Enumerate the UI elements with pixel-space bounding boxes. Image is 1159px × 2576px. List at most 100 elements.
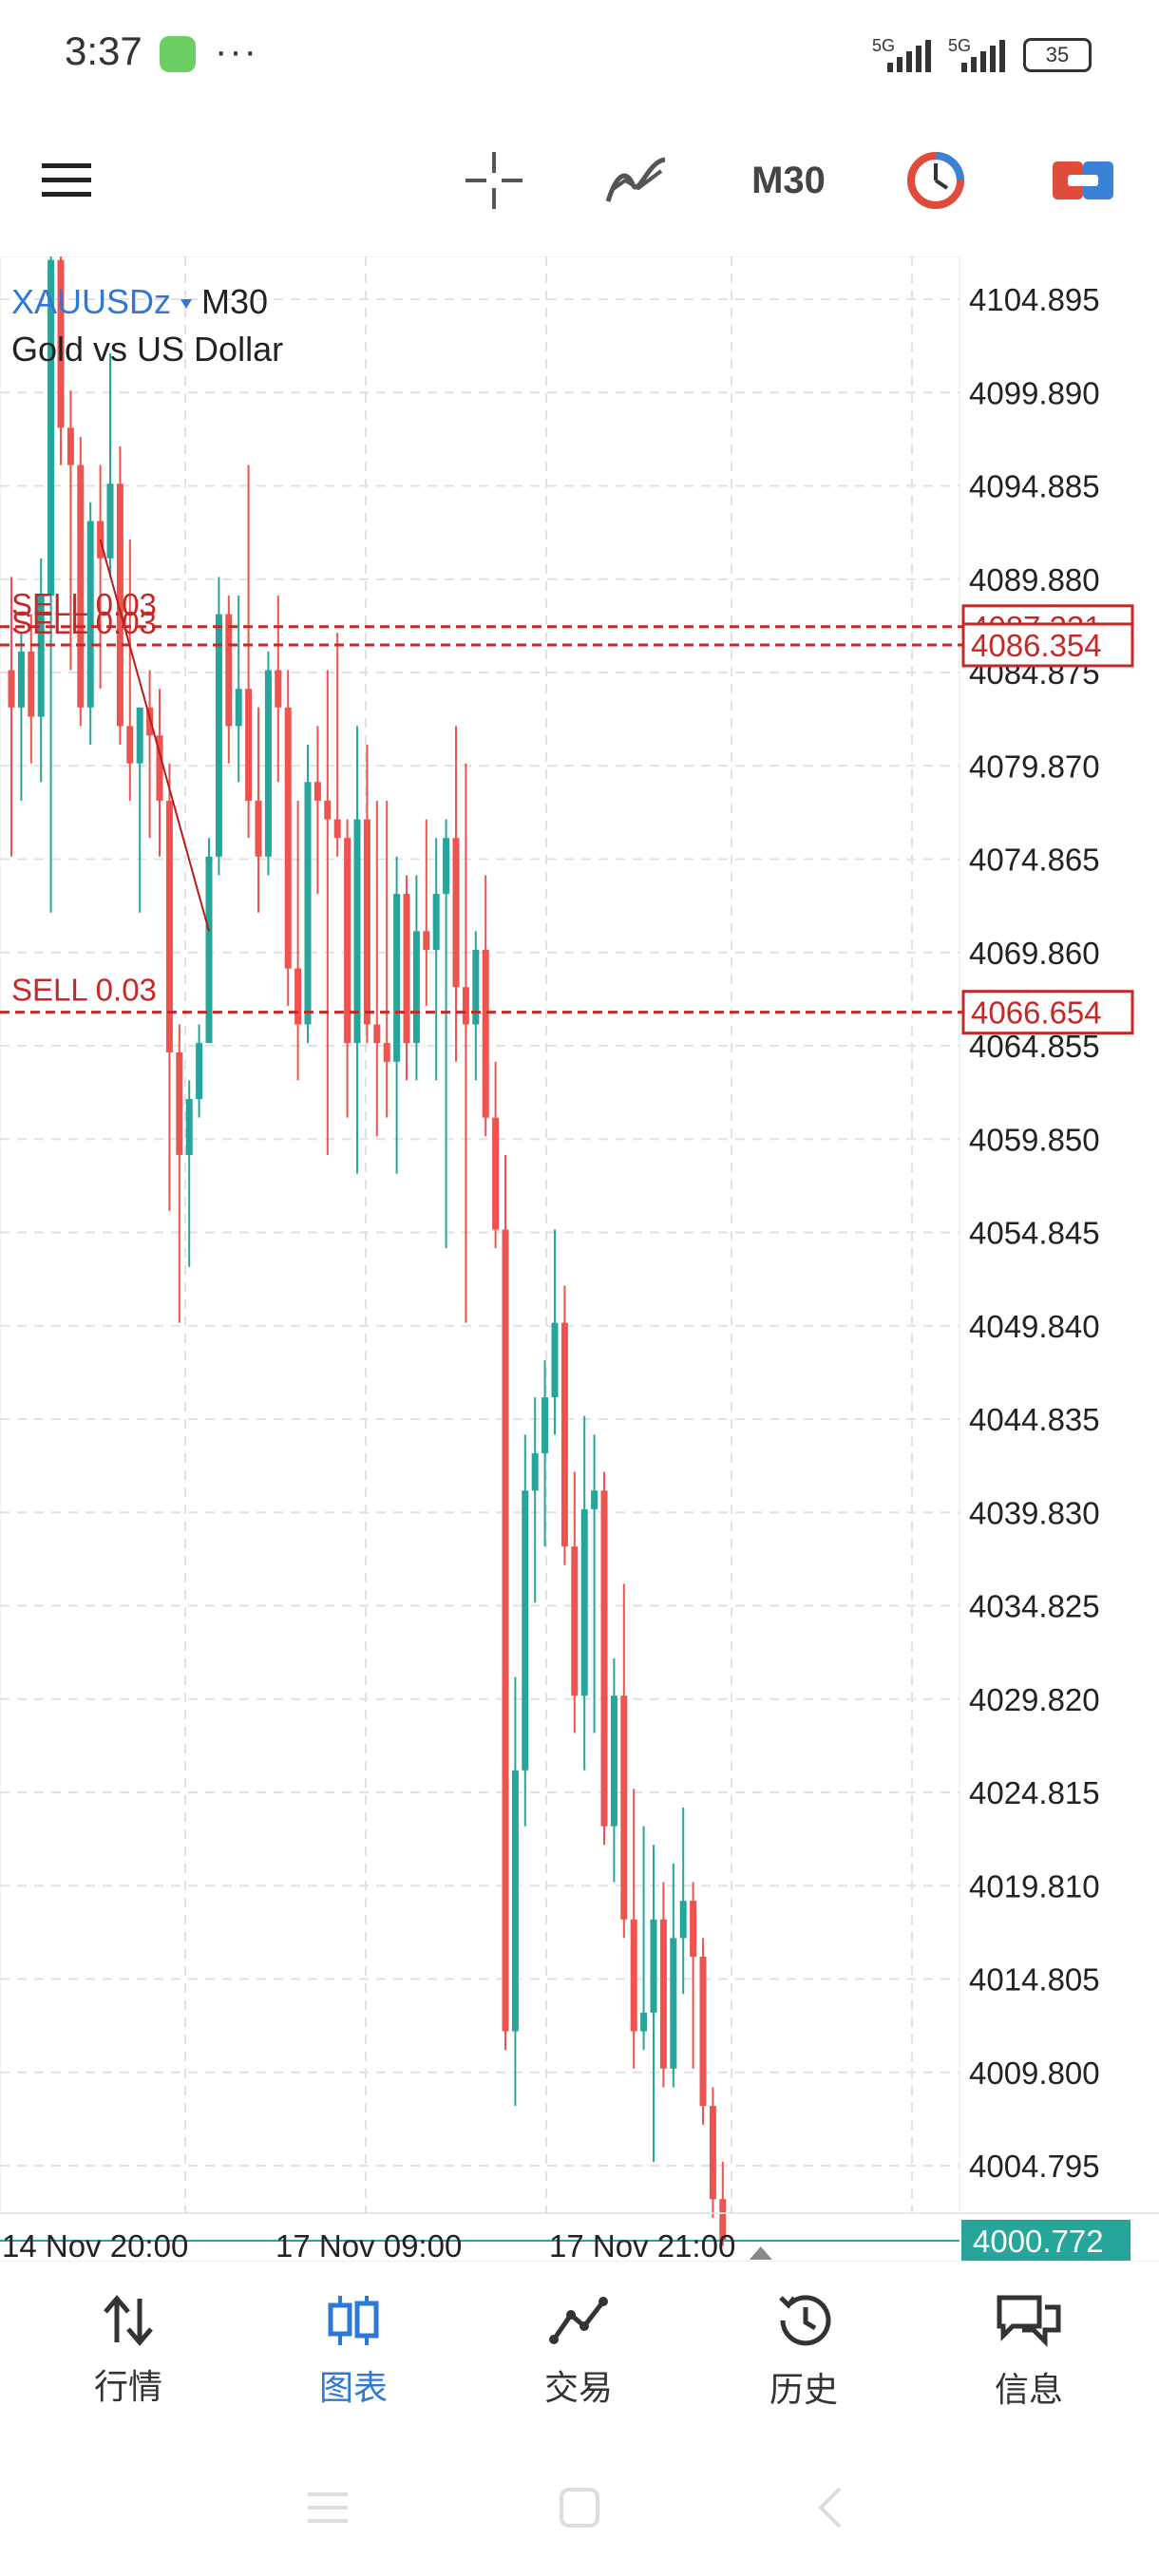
candle-body[interactable]	[551, 1322, 559, 1398]
plot-area[interactable]	[0, 256, 960, 2214]
quotes-arrows-icon	[104, 2295, 153, 2346]
symbol-name[interactable]: XAUUSDz	[11, 282, 171, 321]
candle-body[interactable]	[363, 819, 370, 1025]
candle-body[interactable]	[57, 259, 65, 428]
indicators-button[interactable]	[589, 104, 684, 256]
candle-body[interactable]	[245, 689, 253, 801]
candle-body[interactable]	[304, 782, 312, 1025]
candle-body[interactable]	[314, 782, 321, 801]
candle-body[interactable]	[659, 1919, 667, 2069]
candle-body[interactable]	[275, 670, 282, 708]
candle-body[interactable]	[443, 838, 450, 895]
candle-body[interactable]	[383, 1043, 390, 1062]
one-click-trading-button[interactable]	[888, 104, 983, 256]
candle-body[interactable]	[185, 1099, 193, 1155]
candle-body[interactable]	[294, 968, 302, 1025]
candle-body[interactable]	[432, 894, 440, 951]
crosshair-button[interactable]	[446, 104, 542, 256]
home-icon[interactable]	[559, 2487, 600, 2529]
candle-body[interactable]	[472, 950, 480, 1025]
trend-line[interactable]	[99, 539, 210, 932]
candle-body[interactable]	[630, 1919, 637, 2032]
status-bar: 3:37 ··· 5G 5G 35	[0, 0, 1159, 104]
candle-body[interactable]	[522, 1490, 529, 1771]
recent-apps-icon[interactable]	[306, 2489, 350, 2527]
candle-body[interactable]	[196, 1043, 203, 1100]
nav-history[interactable]: 历史	[709, 2262, 899, 2442]
candle-body[interactable]	[255, 800, 262, 857]
trade-panel-button[interactable]	[1036, 104, 1130, 256]
nav-messages-label: 信息	[994, 2370, 1063, 2409]
candle-body[interactable]	[28, 651, 35, 717]
candle-body[interactable]	[690, 1901, 697, 1958]
candle-body[interactable]	[452, 838, 460, 988]
candle-body[interactable]	[393, 894, 401, 1062]
candle-body[interactable]	[225, 614, 233, 727]
candle-body[interactable]	[610, 1695, 618, 1827]
candle-body[interactable]	[77, 464, 85, 708]
candle-body[interactable]	[205, 856, 213, 1044]
nav-quotes[interactable]: 行情	[33, 2262, 223, 2442]
candle-body[interactable]	[353, 819, 361, 1044]
candle-body[interactable]	[66, 427, 74, 465]
candle-body[interactable]	[542, 1397, 549, 1454]
candle-body[interactable]	[531, 1453, 539, 1491]
candle-body[interactable]	[482, 950, 489, 1118]
symbol-dropdown-icon[interactable]	[180, 299, 192, 309]
candle-body[interactable]	[373, 1024, 381, 1044]
candle-body[interactable]	[423, 931, 430, 951]
candle-body[interactable]	[48, 259, 55, 597]
candle-body[interactable]	[403, 894, 410, 1044]
candle-body[interactable]	[136, 707, 143, 764]
candle-body[interactable]	[86, 521, 94, 708]
candle-body[interactable]	[324, 800, 332, 820]
price-axis-label: 4039.830	[969, 1495, 1100, 1530]
candle-body[interactable]	[699, 1957, 707, 2107]
candle-body[interactable]	[215, 614, 222, 857]
candle-body[interactable]	[719, 2199, 727, 2241]
candle-body[interactable]	[156, 735, 163, 801]
candle-body[interactable]	[106, 483, 114, 559]
candle-body[interactable]	[8, 670, 15, 708]
candle-body[interactable]	[511, 1770, 519, 2032]
candle-body[interactable]	[344, 838, 352, 1044]
candle-body[interactable]	[650, 1919, 657, 2013]
timeframe-button[interactable]: M30	[732, 104, 846, 256]
candle-body[interactable]	[116, 483, 124, 727]
candle-body[interactable]	[333, 819, 341, 839]
order-line-label: SELL 0.03	[11, 587, 157, 622]
candle-body[interactable]	[591, 1490, 598, 1509]
candle-body[interactable]	[146, 707, 154, 736]
candle-body[interactable]	[571, 1546, 579, 1696]
candle-body[interactable]	[600, 1490, 608, 1827]
back-icon[interactable]	[815, 2485, 844, 2530]
candle-body[interactable]	[17, 651, 25, 708]
candle-body[interactable]	[37, 596, 45, 717]
candle-body[interactable]	[412, 931, 420, 1044]
candle-body[interactable]	[284, 707, 292, 969]
candle-body[interactable]	[502, 1229, 509, 2032]
candlestick-chart[interactable]: 4104.8954099.8904094.8854089.8804084.875…	[0, 203, 1159, 2298]
nav-history-label: 历史	[769, 2370, 838, 2409]
nav-trade[interactable]: 交易	[484, 2262, 674, 2442]
nav-chart[interactable]: 图表	[258, 2262, 448, 2442]
candle-body[interactable]	[165, 800, 173, 1052]
menu-button[interactable]	[19, 104, 114, 256]
chart-candles-icon	[328, 2296, 379, 2345]
candle-body[interactable]	[264, 670, 272, 857]
candle-body[interactable]	[560, 1322, 568, 1547]
candle-body[interactable]	[709, 2106, 716, 2200]
candle-body[interactable]	[462, 987, 469, 1025]
last-bar-marker-icon	[749, 2245, 772, 2260]
candle-body[interactable]	[620, 1695, 628, 1920]
candle-body[interactable]	[235, 689, 242, 727]
candle-body[interactable]	[580, 1508, 588, 1696]
candle-body[interactable]	[176, 1051, 183, 1155]
price-chart[interactable]: 4104.895 4099.890 4094.885 4089.880 4084.875…	[0, 203, 1159, 2298]
candle-body[interactable]	[670, 1938, 677, 2069]
nav-messages[interactable]: 信息	[934, 2262, 1124, 2442]
candle-body[interactable]	[492, 1117, 500, 1230]
candle-body[interactable]	[640, 2012, 648, 2032]
candle-body[interactable]	[126, 726, 134, 764]
candle-body[interactable]	[679, 1901, 687, 1939]
